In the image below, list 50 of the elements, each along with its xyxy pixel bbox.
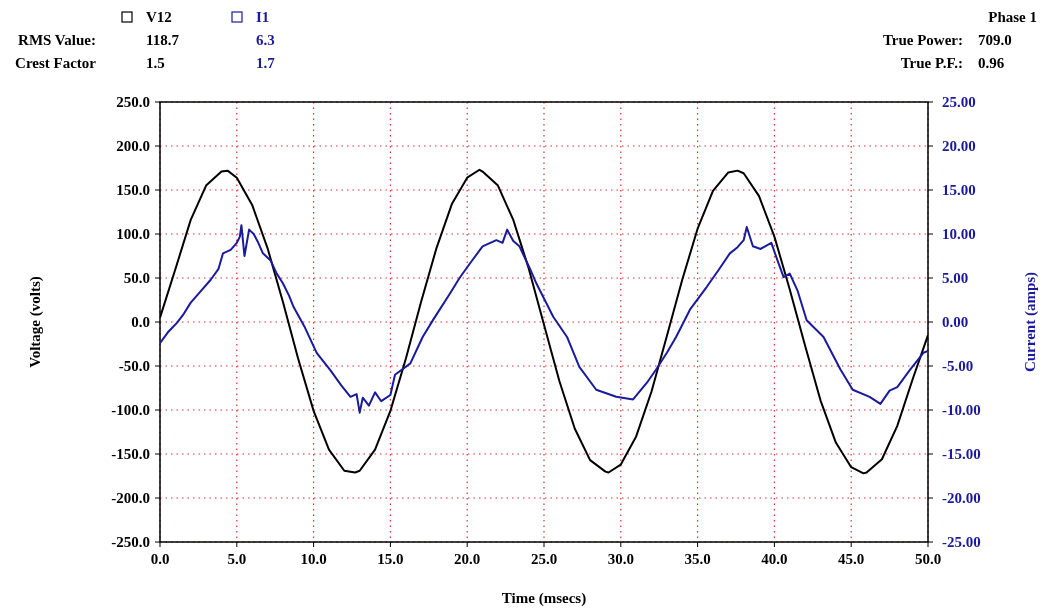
x-tick-label: 10.0 [300, 551, 327, 567]
y-tick-label: 250.0 [116, 94, 150, 110]
y2-tick-label: 0.00 [942, 314, 969, 330]
y-tick-label: -100.0 [111, 402, 150, 418]
y-tick-label: 100.0 [116, 226, 150, 242]
text: True Power: [882, 32, 963, 48]
y-tick-label: 150.0 [116, 182, 150, 198]
text: 709.0 [978, 32, 1012, 48]
legend-label: V12 [146, 9, 172, 25]
y2-tick-label: -20.00 [942, 490, 981, 506]
y-tick-label: -150.0 [111, 446, 150, 462]
x-tick-label: 35.0 [684, 551, 711, 567]
legend-label: I1 [256, 9, 270, 25]
text: RMS Value: [18, 32, 96, 48]
text: 1.7 [256, 55, 276, 71]
x-tick-label: 20.0 [454, 551, 481, 567]
x-tick-label: 30.0 [607, 551, 634, 567]
y2-tick-label: 5.00 [942, 270, 969, 286]
y-tick-label: 200.0 [116, 138, 150, 154]
text: Phase 1 [988, 9, 1037, 25]
x-tick-label: 50.0 [914, 551, 942, 567]
text: Crest Factor [15, 55, 97, 71]
x-tick-label: 40.0 [761, 551, 788, 567]
y2-tick-label: -10.00 [942, 402, 981, 418]
y2-axis-title: Current (amps) [1022, 271, 1039, 373]
x-axis-title: Time (msecs) [501, 590, 587, 607]
y-axis-title: Voltage (volts) [27, 276, 44, 368]
y2-tick-label: 15.00 [942, 182, 976, 198]
x-tick-label: 15.0 [377, 551, 404, 567]
text: 118.7 [146, 32, 180, 48]
y-tick-label: 0.0 [131, 314, 150, 330]
text: 0.96 [978, 55, 1005, 71]
x-tick-label: 0.0 [150, 551, 170, 567]
y2-tick-label: 10.00 [942, 226, 976, 242]
y-tick-label: 50.0 [123, 270, 150, 286]
y-tick-label: -200.0 [111, 490, 150, 506]
line-series [160, 224, 928, 414]
x-tick-label: 45.0 [838, 551, 865, 567]
y2-tick-label: -15.00 [942, 446, 981, 462]
x-tick-label: 25.0 [530, 551, 558, 567]
text: 1.5 [146, 55, 165, 71]
y2-tick-label: 25.00 [942, 94, 976, 110]
y-tick-label: -250.0 [111, 534, 150, 550]
x-tick-label: 5.0 [227, 551, 247, 567]
y2-tick-label: -5.00 [942, 358, 974, 374]
y2-tick-label: 20.00 [942, 138, 976, 154]
text: True P.F.: [900, 55, 963, 71]
text: 6.3 [256, 32, 275, 48]
y-tick-label: -50.0 [118, 358, 150, 374]
y2-tick-label: -25.00 [942, 534, 981, 550]
